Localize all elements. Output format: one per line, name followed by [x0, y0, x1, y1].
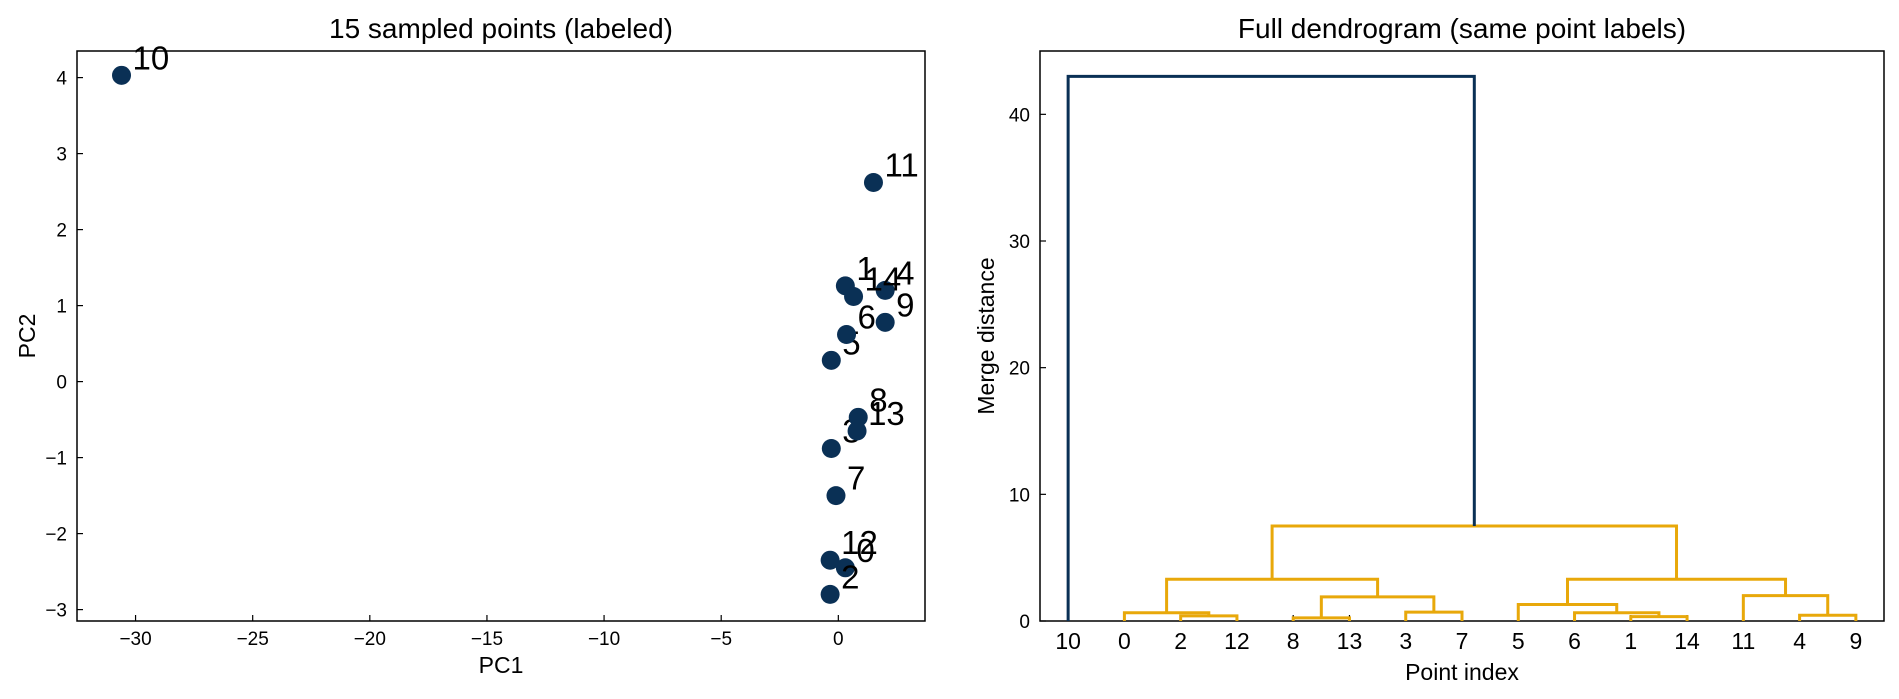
dendrogram-leaf-label: 3 [1399, 628, 1412, 654]
scatter-point [820, 550, 840, 570]
scatter-point [835, 558, 855, 578]
dendrogram-leaf-label: 6 [1568, 628, 1581, 654]
dendrogram-leaf-label: 0 [1118, 628, 1131, 654]
scatter-y-tick-label: 1 [56, 297, 67, 318]
dendrogram-link [1319, 595, 1436, 618]
scatter-x-tick-label: −10 [588, 629, 620, 650]
dendrogram-y-tick-label: 10 [1009, 485, 1030, 506]
scatter-point [821, 438, 841, 458]
dendrogram-leaf-label: 10 [1055, 628, 1081, 654]
scatter-y-tick-label: 4 [56, 69, 67, 90]
scatter-title: 15 sampled points (labeled) [329, 13, 673, 44]
dendrogram-leaf-label: 14 [1674, 628, 1700, 654]
dendrogram-y-axis-label: Merge distance [973, 257, 999, 414]
scatter-point-label: 4 [896, 254, 914, 291]
dendrogram-links [1066, 74, 1858, 621]
dendrogram-leaf-label: 4 [1793, 628, 1806, 654]
dendrogram-leaf-label: 7 [1456, 628, 1469, 654]
scatter-point [820, 584, 840, 604]
dendrogram-leaf-label: 9 [1849, 628, 1862, 654]
dendrogram-link [1066, 74, 1476, 621]
dendrogram-leaf-label: 1 [1624, 628, 1637, 654]
scatter-point-label: 9 [896, 286, 914, 323]
scatter-point-label: 7 [847, 460, 865, 497]
dendrogram-leaf-label: 12 [1224, 628, 1250, 654]
dendrogram-y-tick-label: 20 [1009, 359, 1030, 380]
dendrogram-x-axis-label: Point index [1405, 659, 1519, 685]
dendrogram-link [1798, 613, 1858, 621]
scatter-point [826, 486, 846, 506]
scatter-x-tick-label: 0 [833, 629, 844, 650]
scatter-point-label: 0 [856, 532, 874, 569]
dendrogram-y-tick-label: 0 [1019, 612, 1030, 633]
scatter-point [837, 324, 857, 344]
dendrogram-panel: Full dendrogram (same point labels) 0102… [973, 13, 1885, 685]
scatter-x-tick-label: −30 [119, 629, 151, 650]
scatter-point [875, 280, 895, 300]
dendrogram-y-tick-label: 40 [1009, 105, 1030, 126]
scatter-y-tick-label: −3 [45, 601, 67, 622]
dendrogram-leaf-label: 5 [1512, 628, 1525, 654]
scatter-point [848, 407, 868, 427]
scatter-y-axis-label: PC2 [14, 314, 40, 359]
scatter-point [844, 286, 864, 306]
scatter-point-label: 11 [884, 146, 918, 183]
dendrogram-link [1629, 615, 1689, 621]
scatter-point [863, 172, 883, 192]
scatter-point-label: 1 [856, 250, 874, 287]
scatter-point [112, 65, 132, 85]
scatter-y-tick-label: 0 [56, 373, 67, 394]
scatter-y-tick-label: 3 [56, 145, 67, 166]
dendrogram-link [1404, 610, 1464, 621]
dendrogram-link [1566, 577, 1788, 605]
dendrogram-link [1122, 611, 1211, 621]
scatter-x-tick-label: −15 [471, 629, 503, 650]
scatter-point [875, 312, 895, 332]
scatter-point-label: 8 [869, 381, 887, 418]
scatter-point-label: 14 [865, 260, 902, 297]
dendrogram-leaf-label: 8 [1287, 628, 1300, 654]
scatter-point [847, 421, 867, 441]
dendrogram-link [1741, 594, 1830, 621]
scatter-x-tick-label: −20 [354, 629, 386, 650]
dendrogram-plot-frame [1039, 50, 1885, 622]
scatter-point [821, 350, 841, 370]
scatter-x-tick-label: −5 [710, 629, 732, 650]
dendrogram-leaf-label: 2 [1174, 628, 1187, 654]
scatter-plot-frame [76, 50, 926, 622]
scatter-points: 01234567891011121314 [112, 39, 919, 604]
dendrogram-link [1573, 611, 1661, 621]
scatter-point-label: 6 [858, 298, 876, 335]
scatter-point-label: 12 [841, 524, 878, 561]
dendrogram-leaf-label: 13 [1337, 628, 1363, 654]
dendrogram-link [1179, 614, 1239, 621]
dendrogram-title: Full dendrogram (same point labels) [1238, 13, 1686, 44]
scatter-point-label: 10 [133, 39, 170, 76]
scatter-x-tick-label: −25 [237, 629, 269, 650]
scatter-y-tick-label: −2 [45, 525, 67, 546]
scatter-point-label: 13 [868, 395, 905, 432]
dendrogram-leaf-label: 11 [1731, 628, 1755, 654]
scatter-point-label: 2 [841, 558, 859, 595]
dendrogram-link [1270, 524, 1679, 580]
dendrogram-y-tick-label: 30 [1009, 232, 1030, 253]
scatter-panel: 15 sampled points (labeled) −30 −25 −20 −15… [14, 13, 926, 678]
scatter-y-tick-label: −1 [45, 449, 67, 470]
scatter-y-tick-label: 2 [56, 221, 67, 242]
scatter-x-axis-label: PC1 [479, 652, 524, 678]
